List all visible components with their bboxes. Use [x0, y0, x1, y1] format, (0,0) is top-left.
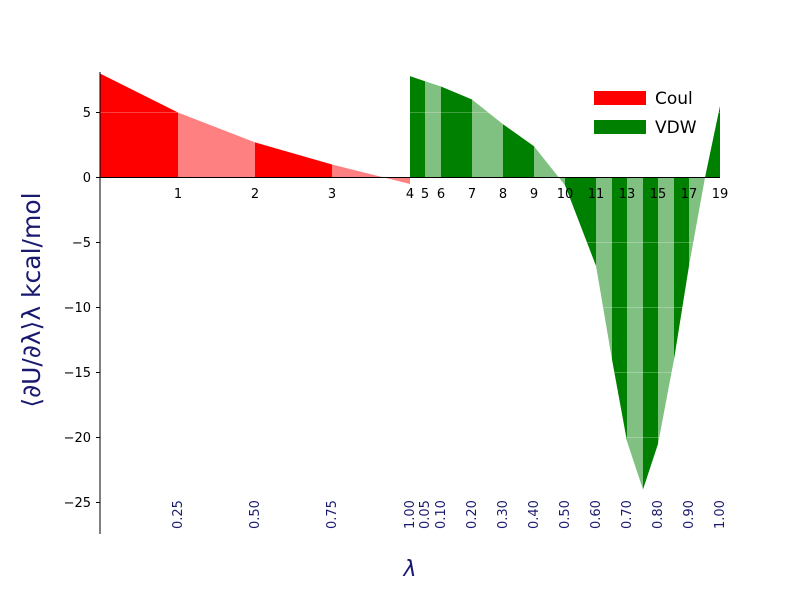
vdw-area-segment [674, 177, 689, 360]
x-lambda-label: 0.50 [558, 500, 573, 529]
x-lambda-label: 0.10 [434, 500, 449, 529]
coul-area-segment [100, 73, 178, 178]
plot-area [100, 73, 720, 503]
x-window-label: 8 [499, 187, 507, 202]
y-tick-label: 0 [83, 171, 91, 186]
y-tick-label: −15 [64, 366, 91, 381]
x-lambda-label: 0.70 [620, 500, 635, 529]
x-lambda-label: 0.90 [682, 500, 697, 529]
legend-label-coul: Coul [655, 89, 693, 109]
y-tick-label: 5 [83, 106, 91, 121]
legend-swatch-coul [594, 91, 646, 105]
coul-area-segment [178, 112, 255, 178]
x-window-label: 19 [712, 187, 729, 202]
x-window-label: 1 [174, 187, 182, 202]
x-window-labels: 1 2 3 4 5 6 7 8 9 10 11 13 15 17 19 [174, 187, 728, 202]
x-lambda-labels: 0.25 0.50 0.75 1.00 0.05 0.10 0.20 0.30 0.40 0.50… [171, 500, 728, 529]
vdw-area-segment [705, 106, 720, 178]
x-window-label: 4 [406, 187, 414, 202]
vdw-area-segment [425, 81, 441, 178]
legend: Coul VDW [594, 89, 697, 138]
y-axis-title-group: ⟨∂U/∂λ⟩λ kcal/mol [17, 192, 46, 407]
coul-area-segment [332, 164, 410, 184]
x-lambda-label: 0.20 [465, 500, 480, 529]
y-axis: 5 0 −5 −10 −15 −20 −25 [64, 72, 101, 534]
x-lambda-label: 0.30 [496, 500, 511, 529]
y-tick-label: −10 [64, 301, 91, 316]
x-window-label: 6 [437, 187, 445, 202]
x-window-label: 10 [557, 187, 574, 202]
x-window-label: 9 [530, 187, 538, 202]
legend-label-vdw: VDW [655, 118, 697, 138]
vdw-area-segment [596, 177, 612, 360]
x-window-label: 7 [468, 187, 476, 202]
x-window-label: 2 [251, 187, 259, 202]
vdw-area-segment [534, 146, 565, 186]
vdw-area-segment [612, 177, 627, 442]
legend-swatch-vdw [594, 120, 646, 134]
vdw-area-segment [441, 86, 472, 178]
x-lambda-label: 0.25 [171, 500, 186, 529]
x-window-label: 13 [619, 187, 636, 202]
y-tick-label: −5 [72, 236, 91, 251]
vdw-area-segment [627, 177, 643, 490]
y-tick-label: −25 [64, 496, 91, 511]
x-window-label: 15 [650, 187, 667, 202]
x-window-label: 3 [328, 187, 336, 202]
x-window-label: 11 [588, 187, 605, 202]
x-lambda-label: 0.50 [248, 500, 263, 529]
vdw-area-segment [689, 177, 705, 266]
vdw-area-segment [503, 124, 534, 178]
x-window-label: 17 [681, 187, 698, 202]
x-lambda-label: 1.00 [403, 500, 418, 529]
x-lambda-label: 0.40 [527, 500, 542, 529]
vdw-area-segment [565, 177, 596, 266]
x-window-label: 5 [421, 187, 429, 202]
vdw-area-segment [472, 99, 503, 178]
x-axis-title: λ [402, 557, 416, 582]
y-axis-title: ⟨∂U/∂λ⟩λ kcal/mol [17, 192, 46, 407]
vdw-area-segment [643, 177, 658, 490]
coul-area-segment [255, 142, 332, 178]
y-tick-label: −20 [64, 431, 91, 446]
vdw-area-segment [658, 177, 674, 444]
x-lambda-label: 0.80 [651, 500, 666, 529]
x-lambda-label: 0.05 [418, 500, 433, 529]
x-lambda-label: 0.60 [589, 500, 604, 529]
vdw-area-segment [410, 76, 425, 178]
x-lambda-label: 1.00 [713, 500, 728, 529]
x-lambda-label: 0.75 [325, 500, 340, 529]
